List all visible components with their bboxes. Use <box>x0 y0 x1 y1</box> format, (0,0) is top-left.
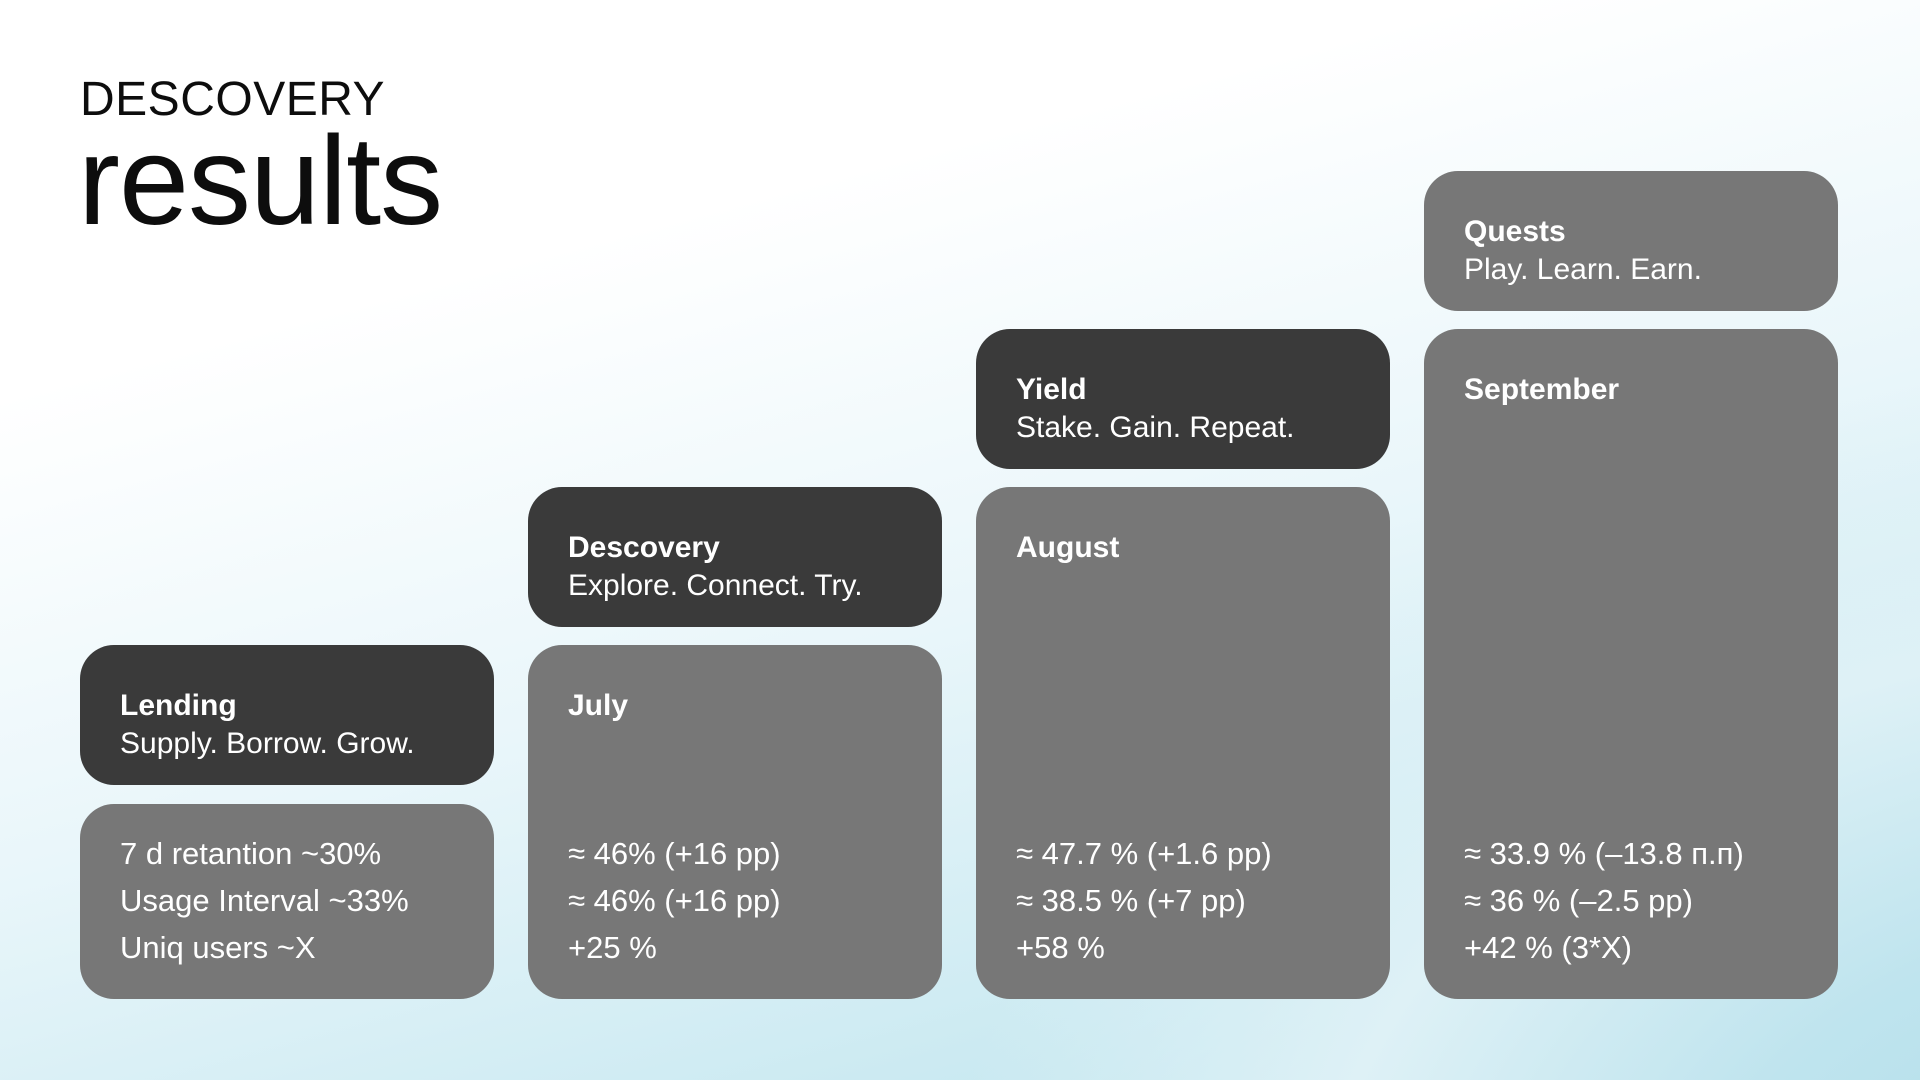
stat-usage-interval: ≈ 36 % (–2.5 pp) <box>1464 883 1693 918</box>
card-title: Yield <box>1016 373 1087 406</box>
stat-unique-users: +58 % <box>1016 930 1105 965</box>
yield-label-card: Yield Stake. Gain. Repeat. <box>976 329 1390 469</box>
descovery-label-card: Descovery Explore. Connect. Try. <box>528 487 942 627</box>
stats-list: ≈ 47.7 % (+1.6 pp) ≈ 38.5 % (+7 pp) +58 … <box>1016 830 1272 971</box>
quests-label-card: Quests Play. Learn. Earn. <box>1424 171 1838 311</box>
stats-list: ≈ 33.9 % (–13.8 п.п) ≈ 36 % (–2.5 pp) +4… <box>1464 830 1744 971</box>
card-tagline: Play. Learn. Earn. <box>1464 253 1702 286</box>
stat-usage-interval: Usage Interval ~33% <box>120 883 409 918</box>
lending-label-card: Lending Supply. Borrow. Grow. <box>80 645 494 785</box>
month-label: August <box>1016 531 1120 564</box>
stat-retention: 7 d retantion ~30% <box>120 836 382 871</box>
july-stats-card: July ≈ 46% (+16 pp) ≈ 46% (+16 pp) +25 % <box>528 645 942 999</box>
card-tagline: Supply. Borrow. Grow. <box>120 727 415 760</box>
card-title: Quests <box>1464 215 1566 248</box>
stat-retention: ≈ 46% (+16 pp) <box>568 836 781 871</box>
lending-stats-card: 7 d retantion ~30% Usage Interval ~33% U… <box>80 804 494 999</box>
card-title: Lending <box>120 689 237 722</box>
august-stats-card: August ≈ 47.7 % (+1.6 pp) ≈ 38.5 % (+7 p… <box>976 487 1390 999</box>
stat-unique-users: Uniq users ~X <box>120 930 316 965</box>
stats-list: ≈ 46% (+16 pp) ≈ 46% (+16 pp) +25 % <box>568 830 781 971</box>
month-label: July <box>568 689 629 722</box>
card-tagline: Stake. Gain. Repeat. <box>1016 411 1295 444</box>
stat-retention: ≈ 47.7 % (+1.6 pp) <box>1016 836 1272 871</box>
september-stats-card: September ≈ 33.9 % (–13.8 п.п) ≈ 36 % (–… <box>1424 329 1838 999</box>
page-title: results <box>78 110 443 251</box>
stat-usage-interval: ≈ 46% (+16 pp) <box>568 883 781 918</box>
eyebrow-heading: DESCOVERY <box>80 73 386 126</box>
stat-usage-interval: ≈ 38.5 % (+7 pp) <box>1016 883 1246 918</box>
stat-unique-users: +42 % (3*X) <box>1464 930 1633 965</box>
month-label: September <box>1464 373 1620 406</box>
stats-list: 7 d retantion ~30% Usage Interval ~33% U… <box>120 830 409 971</box>
card-title: Descovery <box>568 531 720 564</box>
card-tagline: Explore. Connect. Try. <box>568 569 863 602</box>
stat-unique-users: +25 % <box>568 930 657 965</box>
stat-retention: ≈ 33.9 % (–13.8 п.п) <box>1464 836 1744 871</box>
